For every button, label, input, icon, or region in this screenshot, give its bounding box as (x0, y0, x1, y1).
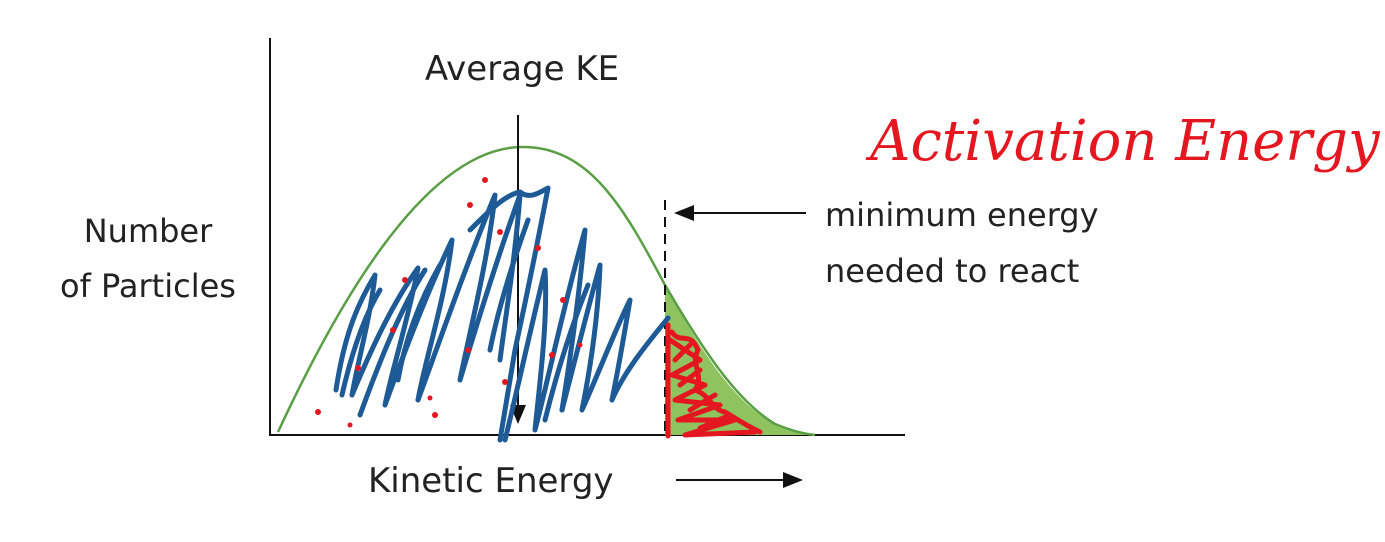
x-axis-label: Kinetic Energy (368, 461, 614, 501)
red-ink-scribble (665, 322, 763, 439)
kinetic-energy-arrowhead (783, 472, 803, 488)
average-ke-label: Average KE (425, 49, 619, 89)
y-axis-label-line1: Number (84, 212, 213, 250)
min-energy-label-line2: needed to react (825, 252, 1079, 290)
red-ink-dots (315, 177, 583, 428)
y-axis-label-line2: of Particles (60, 267, 236, 305)
min-energy-pointer-arrowhead (674, 205, 694, 221)
distribution-curve (276, 145, 816, 437)
min-energy-label-line1: minimum energy (825, 196, 1099, 234)
activation-energy-annotation: Activation Energy (865, 109, 1381, 174)
blue-ink-scribbles (333, 185, 671, 443)
activation-tail-area (665, 285, 815, 435)
